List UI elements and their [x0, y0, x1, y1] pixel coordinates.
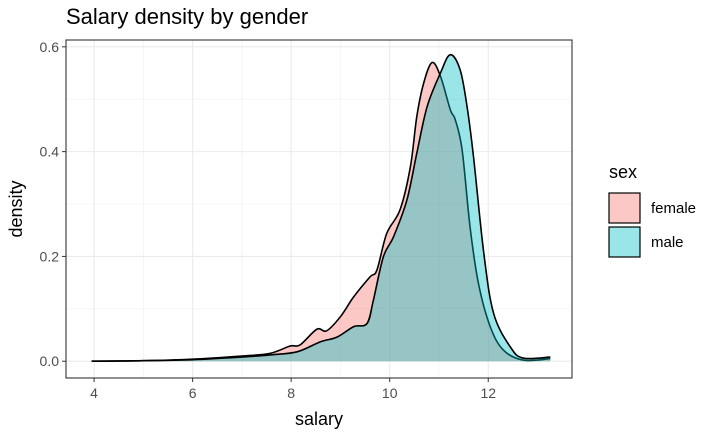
x-tick-label: 8 — [287, 385, 295, 401]
x-tick-label: 12 — [480, 385, 496, 401]
x-tick-label: 10 — [382, 385, 398, 401]
y-tick-label: 0.6 — [40, 39, 60, 55]
legend-key-female — [608, 192, 641, 224]
legend-label-female: female — [651, 200, 696, 217]
density-areas — [91, 53, 551, 363]
x-axis: 4 6 8 10 12 — [90, 378, 496, 401]
panel-border — [65, 39, 573, 379]
x-axis-title: salary — [295, 409, 343, 429]
y-tick-label: 0.2 — [40, 248, 60, 264]
x-tick-label: 4 — [90, 385, 98, 401]
y-axis-title: density — [6, 180, 26, 237]
chart-title: Salary density by gender — [66, 4, 308, 29]
x-tick-label: 6 — [189, 385, 197, 401]
legend-label-male: male — [651, 234, 684, 251]
legend: sex female male — [608, 162, 696, 258]
density-area-male — [91, 54, 551, 362]
legend-title: sex — [609, 162, 637, 182]
grid-lines — [66, 40, 572, 378]
y-axis: 0.0 0.2 0.4 0.6 — [40, 39, 66, 369]
legend-key-male — [608, 226, 641, 258]
y-tick-label: 0.0 — [40, 353, 60, 369]
density-line-male — [91, 53, 551, 363]
density-area-female — [91, 62, 551, 362]
density-line-female — [91, 61, 551, 363]
y-tick-label: 0.4 — [40, 144, 60, 160]
